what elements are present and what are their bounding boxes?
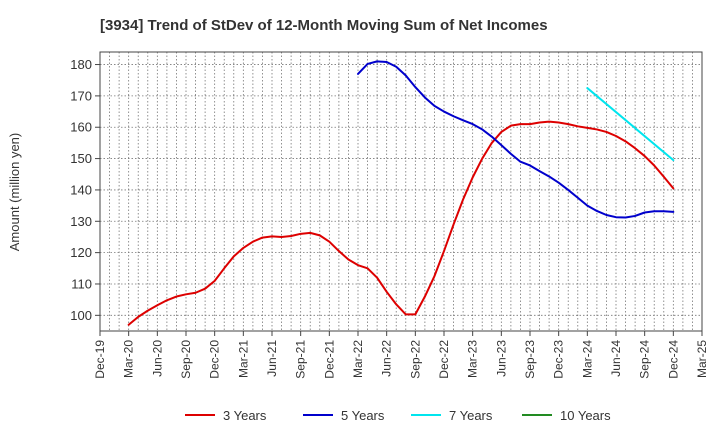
chart-title: [3934] Trend of StDev of 12-Month Moving… bbox=[100, 17, 548, 34]
x-axis: Dec-19 Mar-20 Jun-20 Sep-20 Dec-20 Mar-21 Jun-… bbox=[93, 331, 709, 379]
grid-lines bbox=[99, 52, 703, 331]
x-tick-label: Jun-23 bbox=[494, 340, 508, 377]
y-tick-label: 160 bbox=[70, 120, 92, 135]
legend-label: 7 Years bbox=[449, 408, 493, 423]
x-tick-label: Dec-24 bbox=[666, 340, 680, 379]
x-tick-label: Sep-22 bbox=[408, 340, 422, 379]
x-tick-label: Mar-24 bbox=[580, 340, 594, 378]
x-tick-label: Jun-24 bbox=[609, 340, 623, 377]
series-line-7-years bbox=[586, 87, 675, 162]
legend-label: 5 Years bbox=[341, 408, 385, 423]
x-tick-label: Jun-21 bbox=[265, 340, 279, 377]
x-tick-label: Jun-20 bbox=[150, 340, 164, 377]
legend-label: 10 Years bbox=[560, 408, 611, 423]
x-tick-label: Mar-20 bbox=[122, 340, 136, 378]
x-tick-label: Mar-22 bbox=[351, 340, 365, 378]
x-tick-label: Mar-25 bbox=[695, 340, 709, 378]
series-lines bbox=[127, 60, 675, 326]
y-axis: 100 110 120 130 140 150 160 170 180 bbox=[70, 57, 100, 323]
x-tick-label: Mar-21 bbox=[236, 340, 250, 378]
y-axis-label: Amount (million yen) bbox=[7, 133, 22, 252]
x-tick-label: Sep-21 bbox=[294, 340, 308, 379]
x-tick-label: Dec-22 bbox=[437, 340, 451, 379]
plot-area-frame bbox=[99, 51, 703, 332]
y-tick-label: 100 bbox=[70, 308, 92, 323]
x-tick-label: Sep-24 bbox=[638, 340, 652, 379]
x-tick-label: Dec-23 bbox=[552, 340, 566, 379]
x-tick-label: Jun-22 bbox=[380, 340, 394, 377]
series-line-5-years bbox=[357, 60, 675, 219]
y-tick-label: 140 bbox=[70, 182, 92, 197]
legend-item-3-years: 3 Years bbox=[185, 408, 267, 423]
x-tick-label: Sep-20 bbox=[179, 340, 193, 379]
x-tick-label: Dec-19 bbox=[93, 340, 107, 379]
x-tick-label: Dec-21 bbox=[322, 340, 336, 379]
y-tick-label: 120 bbox=[70, 245, 92, 260]
x-tick-label: Dec-20 bbox=[208, 340, 222, 379]
y-tick-label: 130 bbox=[70, 214, 92, 229]
legend: 3 Years 5 Years 7 Years 10 Years bbox=[185, 408, 611, 423]
series-line-3-years bbox=[127, 120, 675, 326]
legend-label: 3 Years bbox=[223, 408, 267, 423]
y-tick-label: 180 bbox=[70, 57, 92, 72]
y-tick-label: 170 bbox=[70, 88, 92, 103]
legend-item-10-years: 10 Years bbox=[522, 408, 611, 423]
x-tick-label: Sep-23 bbox=[523, 340, 537, 379]
x-tick-label: Mar-23 bbox=[466, 340, 480, 378]
legend-item-7-years: 7 Years bbox=[411, 408, 493, 423]
y-tick-label: 110 bbox=[71, 276, 92, 291]
legend-item-5-years: 5 Years bbox=[303, 408, 385, 423]
y-tick-label: 150 bbox=[70, 151, 92, 166]
